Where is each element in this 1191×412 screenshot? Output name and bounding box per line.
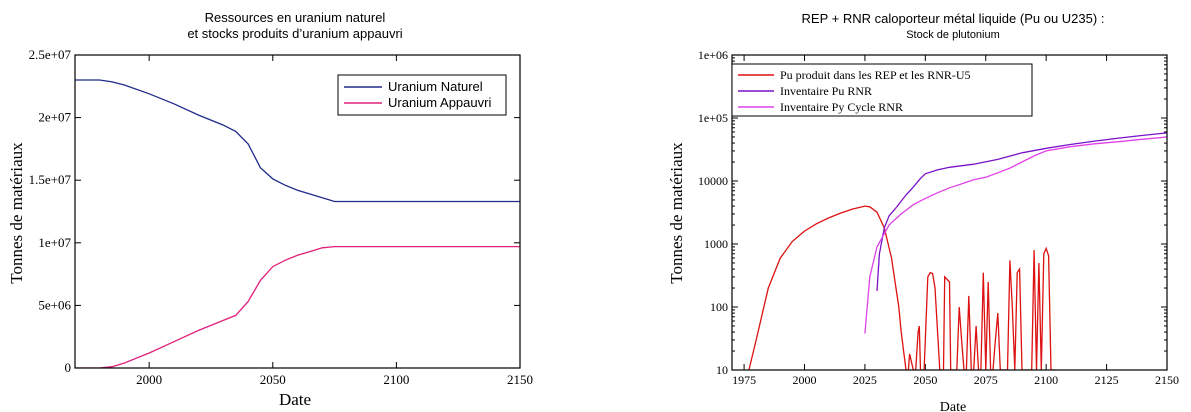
chart-subtitle: Stock de plutonium xyxy=(906,29,1000,41)
legend: Pu produit dans les REP et les RNR-U5 Inv… xyxy=(731,63,1033,117)
y-tick-label: 1e+07 xyxy=(38,235,71,250)
x-tick-label: 2000 xyxy=(793,373,817,387)
legend-label: Uranium Appauvri xyxy=(388,95,491,110)
x-tick-label: 2075 xyxy=(974,373,998,387)
series-line-2 xyxy=(75,245,520,368)
y-tick-label: 1.5e+07 xyxy=(29,172,72,187)
y-tick-label: 1e+05 xyxy=(698,111,728,125)
x-tick-label: 2000 xyxy=(136,372,162,387)
x-axis-label: Date xyxy=(279,390,311,409)
x-tick-label: 2150 xyxy=(1155,373,1179,387)
series-line-1 xyxy=(748,205,1056,370)
x-tick-label: 2050 xyxy=(260,372,286,387)
y-tick-label: 5e+06 xyxy=(38,297,71,312)
y-axis-label: Tonnes de matériaux xyxy=(7,142,26,284)
legend-box xyxy=(337,74,507,116)
series-line-1 xyxy=(75,79,520,203)
y-tick-label: 2e+07 xyxy=(38,110,71,125)
x-tick-label: 2100 xyxy=(383,372,409,387)
y-tick-label: 1e+06 xyxy=(698,48,728,62)
x-tick-label: 1975 xyxy=(732,373,756,387)
x-tick-label: 2100 xyxy=(1034,373,1058,387)
chart-title: REP + RNR caloporteur métal liquide (Pu … xyxy=(802,11,1105,26)
legend-label: Uranium Naturel xyxy=(388,79,483,94)
legend-label: Inventaire Py Cycle RNR xyxy=(780,100,903,114)
y-tick-label: 10000 xyxy=(698,174,728,188)
plot-area: 2000 2050 2100 2150 0 5e+06 1e+07 1.5e+07 2e+07 2… xyxy=(29,47,533,387)
y-axis-label: Tonnes de matériaux xyxy=(667,142,686,284)
legend-label: Pu produit dans les REP et les RNR-U5 xyxy=(780,68,971,82)
legend-label: Inventaire Pu RNR xyxy=(780,84,872,98)
chart-title: Ressources en uranium naturel xyxy=(205,10,386,25)
y-tick-label: 100 xyxy=(710,300,728,314)
chart-plutonium-stock: REP + RNR caloporteur métal liquide (Pu … xyxy=(667,11,1179,412)
chart-uranium-resources: Ressources en uranium naturel et stocks … xyxy=(7,10,533,409)
y-tick-label: 2.5e+07 xyxy=(29,47,72,62)
x-tick-label: 2150 xyxy=(507,372,533,387)
chart-subtitle: et stocks produits d’uranium appauvri xyxy=(187,26,402,41)
plot-frame xyxy=(731,54,1168,371)
x-tick-label: 2050 xyxy=(913,373,937,387)
series-line-3 xyxy=(864,136,1167,334)
x-tick-label: 2125 xyxy=(1095,373,1119,387)
x-axis-label: Date xyxy=(940,400,966,412)
x-tick-label: 2025 xyxy=(853,373,877,387)
y-tick-label: 0 xyxy=(65,360,72,375)
series-line-2 xyxy=(876,132,1167,291)
plot-area: 1975 2000 2025 2050 2075 2100 2125 2150 10 100 100… xyxy=(698,48,1179,387)
y-tick-label: 10 xyxy=(716,363,728,377)
y-tick-label: 1000 xyxy=(704,237,728,251)
legend-box xyxy=(731,63,1033,117)
plot-frame xyxy=(74,54,521,369)
